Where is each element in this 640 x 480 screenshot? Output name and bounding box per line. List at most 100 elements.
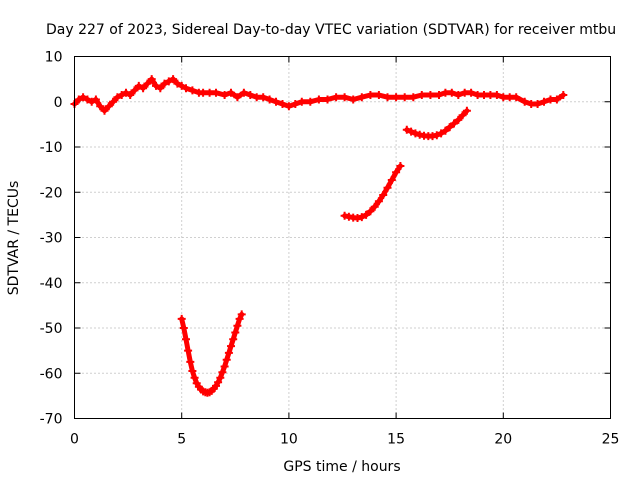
- data-point: [259, 93, 268, 102]
- data-point: [224, 348, 233, 357]
- data-point: [227, 88, 235, 97]
- data-point: [134, 81, 143, 90]
- y-tick-labels: -70 -60 -50 -40 -30 -20 -10 0 10: [40, 50, 63, 428]
- data-point: [100, 106, 109, 115]
- y-tick-label: -20: [40, 185, 63, 201]
- data-point: [374, 91, 383, 99]
- data-point: [437, 129, 446, 138]
- y-tick-label: 10: [45, 50, 63, 66]
- y-tick-label: -40: [40, 276, 63, 292]
- data-point: [447, 88, 456, 97]
- data-point: [512, 93, 521, 102]
- data-point: [218, 368, 227, 377]
- x-tick-label: 20: [494, 432, 512, 448]
- x-tick-label: 5: [177, 432, 186, 448]
- data-point: [239, 88, 248, 97]
- series-band: [342, 163, 403, 221]
- data-point: [231, 328, 240, 337]
- data-point: [392, 93, 401, 102]
- data-point: [520, 97, 529, 106]
- data-point: [113, 93, 122, 102]
- data-point: [139, 84, 148, 93]
- data-point: [169, 75, 178, 84]
- data-point: [212, 88, 220, 97]
- data-point: [109, 97, 118, 106]
- data-point: [362, 210, 371, 219]
- data-point: [104, 102, 113, 111]
- data-point: [357, 93, 366, 102]
- data-point: [284, 102, 293, 111]
- data-point: [122, 88, 130, 97]
- data-point: [417, 91, 426, 99]
- data-point: [435, 91, 443, 99]
- data-point: [272, 97, 280, 106]
- data-point: [306, 97, 315, 106]
- x-axis-label: GPS time / hours: [283, 459, 400, 475]
- y-tick-label: -70: [40, 412, 63, 428]
- data-point: [533, 100, 542, 108]
- data-point: [383, 183, 392, 192]
- data-point: [79, 93, 88, 102]
- data-point: [186, 357, 195, 366]
- data-point: [407, 127, 416, 136]
- y-tick-label: -60: [40, 366, 63, 382]
- data-point: [83, 95, 92, 104]
- data-point: [426, 91, 435, 99]
- grid-lines: [74, 56, 611, 419]
- data-point: [179, 324, 188, 332]
- data-point: [235, 314, 244, 323]
- data-point: [411, 129, 420, 138]
- data-point: [441, 126, 450, 135]
- x-tick-label: 10: [280, 432, 298, 448]
- data-point: [458, 111, 467, 120]
- data-point: [74, 95, 83, 104]
- data-point: [402, 125, 411, 134]
- data-point: [445, 123, 454, 132]
- data-point: [492, 91, 501, 99]
- data-point: [188, 86, 197, 95]
- y-tick-label: -10: [40, 140, 63, 156]
- data-point: [332, 93, 341, 102]
- data-point: [314, 95, 323, 104]
- data-point: [173, 79, 182, 88]
- data-point: [278, 100, 287, 108]
- data-point: [147, 75, 156, 84]
- data-point: [467, 88, 476, 97]
- data-point: [182, 335, 190, 344]
- data-point: [454, 91, 463, 99]
- data-point: [216, 373, 225, 382]
- data-point: [188, 367, 197, 375]
- data-point: [190, 373, 199, 382]
- x-tick-label: 0: [70, 432, 79, 448]
- chart-title: Day 227 of 2023, Sidereal Day-to-day VTE…: [46, 22, 616, 38]
- data-point: [374, 197, 383, 206]
- y-tick-label: 0: [54, 95, 63, 111]
- data-point: [370, 202, 379, 211]
- data-point: [152, 81, 160, 90]
- data-point: [340, 93, 349, 102]
- data-point: [297, 97, 306, 106]
- data-point: [164, 77, 173, 86]
- series-segment-15-5-18-3h: [402, 106, 471, 141]
- series-segment-5-8h: [177, 310, 246, 397]
- data-point: [160, 79, 169, 88]
- data-point: [462, 106, 471, 115]
- data-point: [454, 115, 463, 124]
- data-point: [409, 93, 418, 102]
- data-point: [220, 91, 229, 99]
- data-point: [222, 355, 231, 364]
- data-point: [233, 93, 242, 102]
- data-point: [227, 342, 235, 351]
- data-point: [229, 335, 238, 344]
- data-point: [91, 95, 100, 104]
- data-point: [383, 93, 392, 102]
- data-point: [220, 362, 229, 371]
- data-series: [70, 75, 568, 397]
- data-point: [552, 95, 561, 104]
- data-point: [96, 102, 105, 111]
- data-point: [156, 84, 165, 93]
- data-point: [559, 91, 568, 99]
- data-point: [265, 95, 274, 104]
- data-point: [87, 97, 96, 106]
- data-point: [323, 95, 332, 104]
